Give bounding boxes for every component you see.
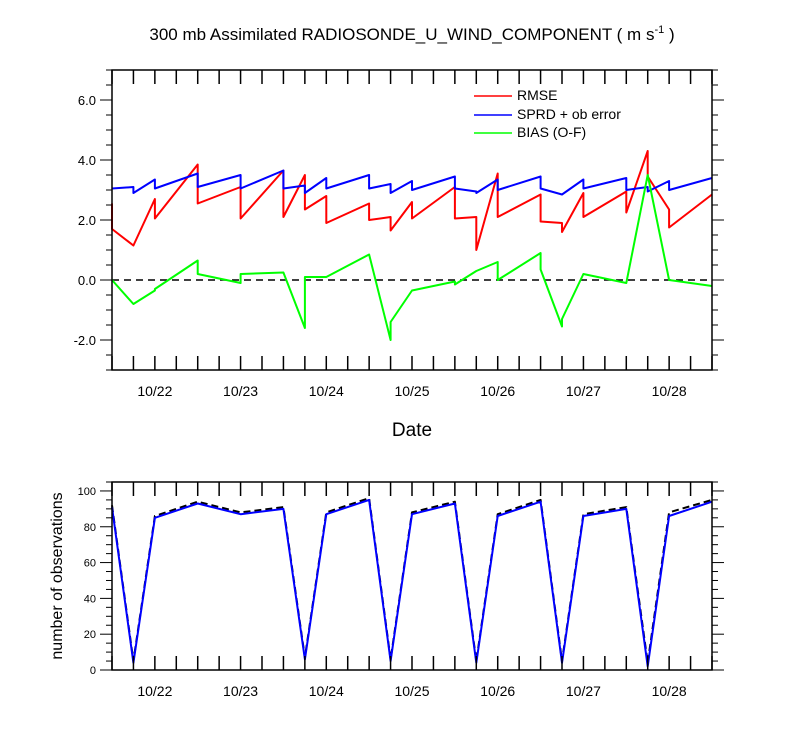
- bottom-x-tick-label: 10/25: [394, 683, 429, 699]
- bottom-y-tick-label: 0: [90, 665, 96, 677]
- series-line-bias-o-f: [111, 174, 713, 341]
- top-x-tick-label: 10/22: [137, 383, 172, 399]
- bottom-y-tick-label: 60: [84, 558, 96, 570]
- legend-label-sprd: SPRD + ob error: [517, 106, 621, 122]
- legend-label-bias: BIAS (O-F): [517, 124, 586, 140]
- chart-title-superscript: -1: [654, 24, 664, 36]
- bottom-x-tick-label: 10/24: [309, 683, 344, 699]
- top-x-axis-label: Date: [392, 420, 432, 441]
- top-x-tick-label: 10/26: [480, 383, 515, 399]
- bottom-x-tick-label: 10/28: [652, 683, 687, 699]
- top-x-tick-label: 10/25: [394, 383, 429, 399]
- bottom-y-axis-label: number of observations: [49, 492, 66, 659]
- series-line-rmse: [111, 150, 713, 251]
- top-y-tick-label: -2.0: [74, 333, 96, 348]
- obs-count-line-solid: [111, 498, 713, 668]
- bottom-y-tick-label: 100: [78, 486, 96, 498]
- bottom-y-tick-label: 80: [84, 522, 96, 534]
- chart-title-end: ): [664, 25, 674, 44]
- top-x-tick-label: 10/28: [652, 383, 687, 399]
- top-y-tick-label: 6.0: [78, 93, 96, 108]
- top-chart: 10/22 10/23 10/24 10/25 10/26 10/27 10/28 -2.0 0…: [74, 69, 724, 441]
- bottom-y-tick-label: 20: [84, 629, 96, 641]
- legend: RMSE SPRD + ob error BIAS (O-F): [474, 87, 621, 140]
- top-y-tick-label: 0.0: [78, 273, 96, 288]
- legend-label-rmse: RMSE: [517, 87, 557, 103]
- top-y-tick-label: 4.0: [78, 153, 96, 168]
- top-x-tick-label: 10/24: [309, 383, 344, 399]
- top-x-tick-label: 10/23: [223, 383, 258, 399]
- bottom-x-tick-label: 10/26: [480, 683, 515, 699]
- top-x-tick-label: 10/27: [566, 383, 601, 399]
- top-y-tick-label: 2.0: [78, 213, 96, 228]
- chart-title: 300 mb Assimilated RADIOSONDE_U_WIND_COM…: [149, 24, 674, 44]
- bottom-x-tick-label: 10/22: [137, 683, 172, 699]
- bottom-chart: 10/22 10/23 10/24 10/25 10/26 10/27 10/28 0 20 40…: [49, 481, 724, 699]
- series-line-sprd-ob-error: [111, 169, 713, 196]
- bottom-x-tick-label: 10/27: [566, 683, 601, 699]
- bottom-y-tick-label: 40: [84, 593, 96, 605]
- bottom-x-tick-label: 10/23: [223, 683, 258, 699]
- top-plot-frame: [111, 69, 713, 371]
- obs-count-line-dashed: [111, 497, 713, 664]
